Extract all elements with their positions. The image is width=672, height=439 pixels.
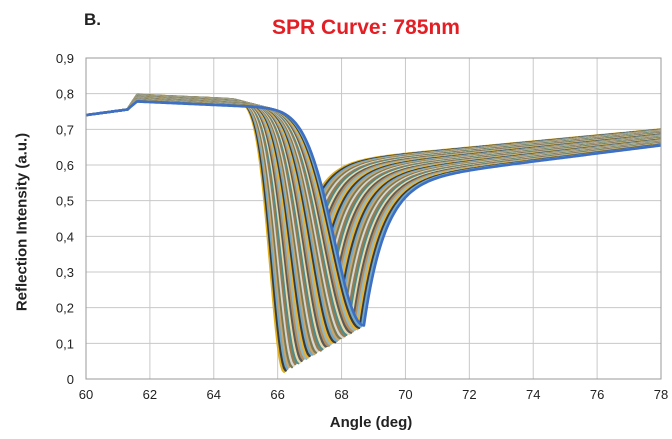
- x-tick-label: 62: [143, 387, 157, 402]
- chart-title: SPR Curve: 785nm: [272, 16, 460, 39]
- axis-layer: 60 62 64 66 68 70 72 74 76 78 0 0,1 0,2 0,3 0,4 0,5 0,6 0…: [56, 51, 668, 402]
- panel-label: B.: [84, 10, 101, 29]
- y-tick-label: 0,2: [56, 301, 74, 316]
- plot-frame: [85, 57, 662, 380]
- y-tick-label: 0,8: [56, 87, 74, 102]
- y-tick-label: 0,5: [56, 194, 74, 209]
- x-tick-label: 64: [207, 387, 221, 402]
- x-tick-label: 78: [654, 387, 668, 402]
- y-tick-label: 0,6: [56, 158, 74, 173]
- x-tick-label: 70: [398, 387, 412, 402]
- spr-curve-40: [85, 100, 662, 327]
- y-tick-label: 0,9: [56, 51, 74, 66]
- curve-layer: [85, 93, 662, 373]
- x-axis-label: Angle (deg): [329, 414, 413, 431]
- x-tick-label: 68: [334, 387, 348, 402]
- spr-curve-32: [85, 98, 662, 336]
- y-tick-label: 0,4: [56, 229, 74, 244]
- y-tick-label: 0,1: [56, 336, 74, 351]
- x-tick-label: 72: [462, 387, 476, 402]
- y-tick-label: 0,7: [56, 122, 74, 137]
- x-tick-label: 60: [79, 387, 93, 402]
- x-tick-label: 74: [526, 387, 540, 402]
- x-tick-label: 76: [590, 387, 604, 402]
- y-tick-label: 0: [67, 372, 74, 387]
- y-tick-label: 0,3: [56, 265, 74, 280]
- x-tick-label: 66: [270, 387, 284, 402]
